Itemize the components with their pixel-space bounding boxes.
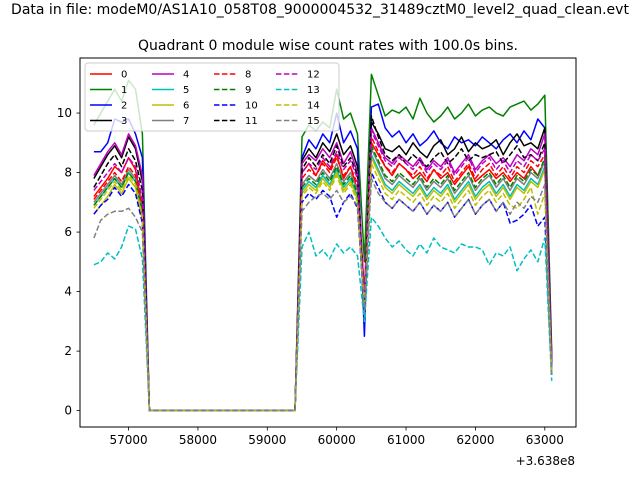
legend-label-15: 15 <box>307 116 320 127</box>
x-tick-label: 58000 <box>179 433 217 447</box>
series-line-9 <box>93 145 553 412</box>
legend-label-11: 11 <box>245 116 258 127</box>
x-tick-label: 62000 <box>456 433 494 447</box>
y-tick-label: 6 <box>64 225 72 239</box>
y-tick-label: 10 <box>57 106 72 120</box>
legend-label-8: 8 <box>245 70 251 81</box>
legend-box <box>84 62 340 132</box>
series-line-15 <box>93 177 553 412</box>
legend-label-10: 10 <box>245 101 258 112</box>
axis-ticks: 57000 58000 59000 60000 61000 62000 63000 0 2 4 6 8… <box>57 106 564 447</box>
y-tick-label: 2 <box>64 344 72 358</box>
y-tick-label: 0 <box>64 404 72 418</box>
y-tick-label: 4 <box>64 285 72 299</box>
legend-label-6: 6 <box>183 101 189 112</box>
x-tick-label: 63000 <box>526 433 564 447</box>
series-line-13 <box>93 216 553 412</box>
figure-suptitle: Data in file: modeM0/AS1A10_058T08_90000… <box>11 2 629 18</box>
x-offset-label: +3.638e8 <box>516 454 575 468</box>
legend-label-4: 4 <box>183 70 189 81</box>
legend-label-1: 1 <box>121 85 127 96</box>
legend-label-7: 7 <box>183 116 189 127</box>
legend-label-13: 13 <box>307 85 320 96</box>
legend-label-12: 12 <box>307 70 320 81</box>
y-tick-label: 8 <box>64 166 72 180</box>
legend-label-5: 5 <box>183 85 189 96</box>
axes-frame <box>79 57 577 428</box>
series-line-8 <box>93 136 553 412</box>
legend-label-9: 9 <box>245 85 251 96</box>
x-tick-label: 57000 <box>109 433 147 447</box>
series-line-12 <box>93 130 553 412</box>
x-tick-label: 61000 <box>387 433 425 447</box>
x-tick-label: 60000 <box>318 433 356 447</box>
legend-label-14: 14 <box>307 101 320 112</box>
legend-label-2: 2 <box>121 101 127 112</box>
axes-title: Quadrant 0 module wise count rates with … <box>138 38 518 54</box>
x-tick-label: 59000 <box>248 433 286 447</box>
legend-label-3: 3 <box>121 116 127 127</box>
legend-label-0: 0 <box>121 70 127 81</box>
